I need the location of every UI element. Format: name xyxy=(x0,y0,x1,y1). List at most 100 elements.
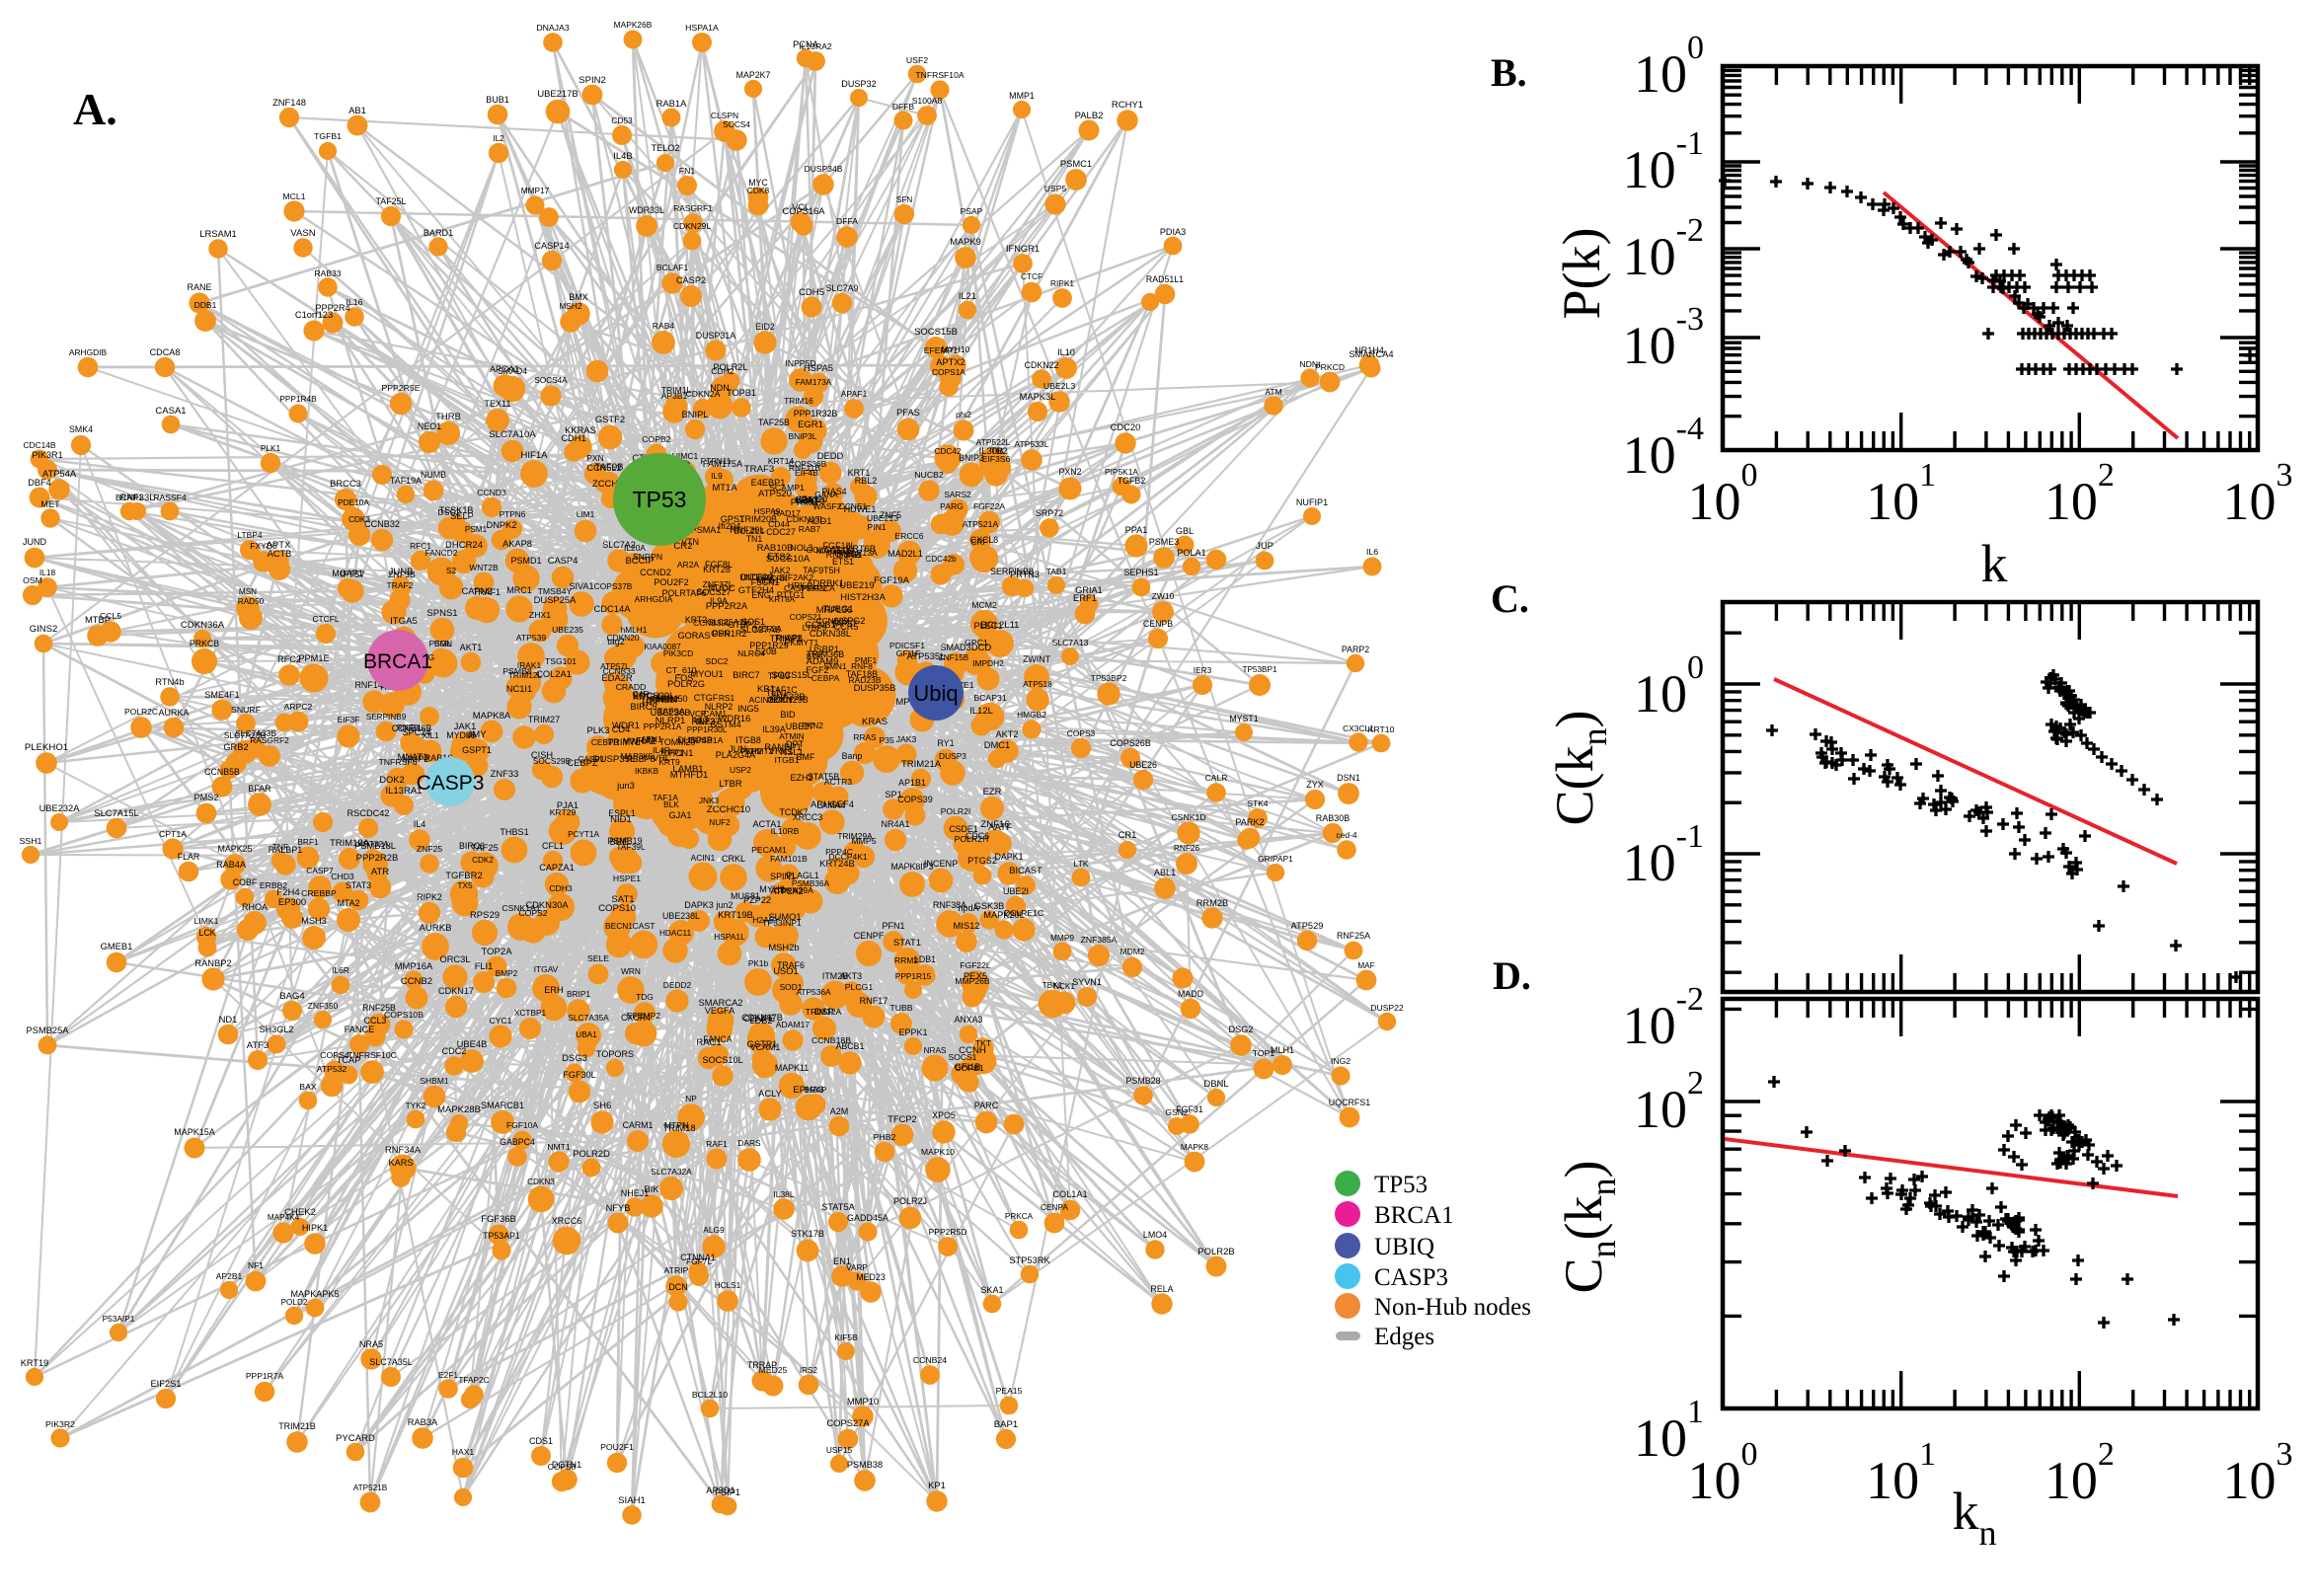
svg-text:CASP4: CASP4 xyxy=(548,556,579,566)
svg-text:TNFRSF10C: TNFRSF10C xyxy=(347,1050,397,1060)
svg-text:PSMB36A: PSMB36A xyxy=(792,878,830,888)
svg-text:IL16: IL16 xyxy=(347,297,363,307)
svg-text:HSPA1A: HSPA1A xyxy=(685,23,719,33)
svg-text:PMS2: PMS2 xyxy=(193,793,218,802)
svg-text:NRAS: NRAS xyxy=(924,1046,947,1055)
svg-text:TSSK1B: TSSK1B xyxy=(439,505,474,515)
svg-text:CCNB5B: CCNB5B xyxy=(204,767,240,777)
svg-text:IL12L: IL12L xyxy=(969,706,993,717)
svg-text:P(k): P(k) xyxy=(1552,228,1611,320)
svg-text:GSN2: GSN2 xyxy=(1165,1107,1188,1117)
svg-text:STP53RK: STP53RK xyxy=(1009,1255,1050,1265)
svg-text:JMY: JMY xyxy=(467,729,487,740)
svg-text:POU2F2: POU2F2 xyxy=(654,577,688,587)
svg-text:MYH9: MYH9 xyxy=(759,884,785,894)
svg-text:MMP16A: MMP16A xyxy=(395,960,433,971)
svg-text:MAPK15A: MAPK15A xyxy=(174,1127,215,1137)
svg-text:WRN: WRN xyxy=(621,966,641,976)
svg-text:KRT28: KRT28 xyxy=(703,565,731,574)
svg-text:FGF30L: FGF30L xyxy=(563,1070,595,1080)
svg-text:CDH1: CDH1 xyxy=(561,433,585,443)
svg-text:NSL1: NSL1 xyxy=(780,747,803,757)
svg-text:MAPK8IP3: MAPK8IP3 xyxy=(890,862,933,872)
svg-text:VEGFA: VEGFA xyxy=(705,1006,735,1016)
svg-text:CDH2: CDH2 xyxy=(711,366,734,376)
svg-text:RNF11B: RNF11B xyxy=(789,463,821,473)
svg-text:UBA1: UBA1 xyxy=(576,1030,597,1039)
svg-text:PKN2: PKN2 xyxy=(802,721,823,730)
svg-text:RRAS: RRAS xyxy=(853,732,877,742)
svg-text:TAF18B: TAF18B xyxy=(846,669,878,679)
svg-text:IL18: IL18 xyxy=(39,568,56,577)
svg-text:TRIM7L: TRIM7L xyxy=(607,736,640,747)
svg-text:RBL2: RBL2 xyxy=(855,476,878,486)
svg-text:MAPK25: MAPK25 xyxy=(217,844,252,854)
svg-text:EP300: EP300 xyxy=(278,896,306,907)
svg-text:HTT: HTT xyxy=(642,698,659,708)
svg-text:JUND: JUND xyxy=(23,537,46,547)
svg-text:MAPKAPK5: MAPKAPK5 xyxy=(290,1289,339,1299)
svg-text:TP53: TP53 xyxy=(1374,1172,1428,1198)
svg-text:SOCS27: SOCS27 xyxy=(697,587,732,597)
svg-text:ACTA1: ACTA1 xyxy=(753,819,782,829)
svg-text:CDKN29L: CDKN29L xyxy=(673,221,712,231)
svg-text:RNF25A: RNF25A xyxy=(1337,931,1370,941)
svg-text:GSN: GSN xyxy=(711,629,731,639)
svg-text:SPNS1: SPNS1 xyxy=(426,608,457,619)
svg-text:PSMA1: PSMA1 xyxy=(691,525,722,535)
svg-text:TOP1: TOP1 xyxy=(1253,1048,1275,1058)
svg-text:TCDK7: TCDK7 xyxy=(779,807,808,817)
svg-text:IL4B: IL4B xyxy=(613,151,633,162)
svg-text:CCND2: CCND2 xyxy=(640,568,671,577)
svg-text:SSH1: SSH1 xyxy=(20,836,42,846)
svg-text:TRAF1: TRAF1 xyxy=(473,587,501,597)
svg-text:EFEMP2: EFEMP2 xyxy=(627,1011,661,1021)
svg-text:PZP22: PZP22 xyxy=(743,895,771,905)
svg-text:MTA2: MTA2 xyxy=(338,898,360,908)
svg-text:ZNF350: ZNF350 xyxy=(308,1001,339,1011)
svg-text:ZNF5: ZNF5 xyxy=(880,510,901,520)
svg-text:UBE27: UBE27 xyxy=(786,722,814,731)
svg-text:FLIM: FLIM xyxy=(636,735,655,745)
svg-text:MCM2: MCM2 xyxy=(971,600,997,610)
svg-text:A2M: A2M xyxy=(830,1106,849,1116)
svg-text:SUMO1: SUMO1 xyxy=(768,912,801,922)
svg-text:RAB4: RAB4 xyxy=(653,321,675,331)
svg-text:PLA2G4A: PLA2G4A xyxy=(716,750,756,760)
svg-text:NC1I1: NC1I1 xyxy=(506,684,532,694)
svg-text:TRIM32A: TRIM32A xyxy=(806,1007,842,1017)
svg-text:CCNB1: CCNB1 xyxy=(805,620,835,630)
svg-text:XIL1: XIL1 xyxy=(422,730,439,740)
svg-text:BNIPL: BNIPL xyxy=(681,409,708,419)
svg-text:DFFA: DFFA xyxy=(836,216,858,226)
svg-text:GADD45A: GADD45A xyxy=(847,1213,888,1223)
svg-text:BNIP3: BNIP3 xyxy=(959,453,984,463)
svg-text:HMGB2: HMGB2 xyxy=(1017,710,1046,720)
svg-text:SMAD4: SMAD4 xyxy=(498,366,527,376)
svg-text:UBE2I: UBE2I xyxy=(1003,886,1029,896)
svg-text:INCENP: INCENP xyxy=(924,859,958,869)
svg-text:UBE238L: UBE238L xyxy=(662,911,700,921)
svg-text:FXYD6: FXYD6 xyxy=(250,541,277,551)
svg-text:PARP2: PARP2 xyxy=(1342,645,1369,654)
svg-text:GTBP2: GTBP2 xyxy=(728,620,756,630)
svg-text:TR2: TR2 xyxy=(990,446,1007,456)
svg-text:TGFB1: TGFB1 xyxy=(314,131,342,141)
svg-text:ZNF15B: ZNF15B xyxy=(939,653,969,662)
svg-text:CDKN36A: CDKN36A xyxy=(181,620,225,631)
svg-text:GSK3B: GSK3B xyxy=(974,901,1005,911)
svg-text:BCLAF1: BCLAF1 xyxy=(656,263,689,272)
svg-text:PPP1R29: PPP1R29 xyxy=(749,641,789,650)
svg-text:IL13RA1: IL13RA1 xyxy=(386,786,423,797)
svg-text:SAT1: SAT1 xyxy=(611,894,634,905)
svg-text:RNF25B: RNF25B xyxy=(362,1003,396,1013)
svg-text:ATP54A: ATP54A xyxy=(42,468,77,479)
svg-text:LTBP3: LTBP3 xyxy=(803,624,827,633)
svg-text:CCNB16B: CCNB16B xyxy=(392,723,432,733)
svg-text:COPS39: COPS39 xyxy=(897,795,933,804)
svg-text:PRKCB: PRKCB xyxy=(190,639,219,648)
svg-text:TN1: TN1 xyxy=(746,534,763,544)
svg-text:FN1: FN1 xyxy=(679,166,696,176)
svg-text:PIAS4: PIAS4 xyxy=(821,487,846,496)
svg-text:TBK1: TBK1 xyxy=(1042,980,1063,990)
